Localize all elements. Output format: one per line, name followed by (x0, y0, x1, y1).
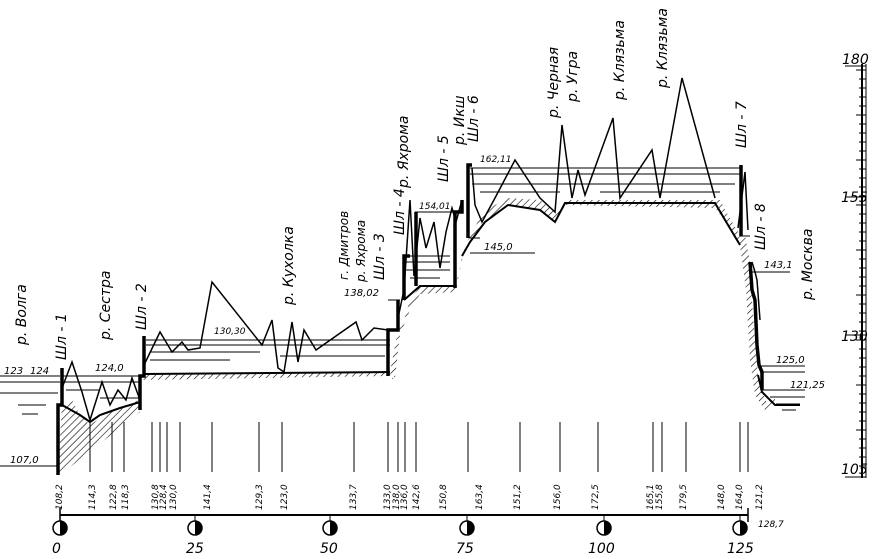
axis-marker (52, 515, 68, 536)
axis-marker (459, 515, 475, 536)
station-kukholka: р. Кухолка (281, 226, 297, 306)
station-lock-3: Шл - 3 (372, 233, 388, 280)
ground-elevation-label: 130,0 (169, 484, 179, 510)
ground-hatch-rise (390, 198, 775, 410)
station-dmitrov: г. Дмитров (337, 211, 351, 280)
ground-elevation-label: 133,7 (349, 484, 359, 510)
station-lock-1: Шл - 1 (54, 313, 70, 360)
ground-elevation-label: 138,0 (392, 484, 402, 510)
ground-elevation-label: 130,8 (151, 484, 161, 510)
ground-elevation-label: 150,8 (439, 484, 449, 510)
ground-elevation-label: 108,2 (55, 484, 65, 510)
ground-elevation-label: 165,1 (646, 484, 656, 510)
ground-elevation-label: 172,5 (591, 484, 601, 510)
level-label-154-01: 154,01 (419, 202, 451, 212)
ground-elevation-label: 118,3 (121, 484, 131, 510)
station-lock-8: Шл - 8 (753, 203, 769, 250)
station-volga: р. Волга (14, 284, 30, 346)
scale-ticks (856, 69, 866, 467)
ground-elevation-label: 151,2 (513, 484, 523, 510)
ground-hatch-left (58, 400, 140, 475)
ground-elevation-label: 179,5 (679, 484, 689, 510)
station-lines (89, 422, 749, 472)
level-label-123: 123 (4, 366, 23, 377)
station-ugra: р. Угра (565, 51, 581, 103)
level-label-125: 125,0 (776, 355, 805, 366)
distance-label-50: 50 (320, 541, 338, 557)
distance-label-0: 0 (52, 541, 61, 557)
ground-elevation-label: 163,4 (475, 484, 485, 510)
station-iksha: р. Икш (452, 95, 468, 146)
level-label-121-25: 121,25 (790, 380, 825, 391)
station-chernaya: р. Черная (546, 47, 562, 119)
scale-label-155: 155 (841, 190, 868, 206)
station-lock-4: Шл - 4 (392, 188, 408, 235)
distance-label-125: 125 (727, 541, 754, 557)
station-names: р. Волга Шл - 1 р. Сестра Шл - 2 р. Кухо… (14, 8, 816, 360)
level-label-145: 145,0 (484, 242, 513, 253)
station-lock-2: Шл - 2 (134, 283, 150, 330)
ground-elevation-label: 142,6 (412, 484, 422, 510)
station-yakhroma-2: р. Яхрома (396, 116, 412, 189)
station-lock-6: Шл - 6 (466, 95, 482, 142)
station-moskva: р. Москва (800, 229, 816, 301)
station-klyazma-1: р. Клязьма (612, 20, 628, 101)
level-label-124-0: 124,0 (95, 363, 124, 374)
ground-elevation-label: 122,8 (109, 484, 119, 510)
ground-elevation-label: 114,3 (88, 484, 98, 510)
ground-elevation-label: 136,0 (400, 484, 410, 510)
level-label-107: 107,0 (10, 455, 39, 466)
station-klyazma-2: р. Клязьма (655, 8, 671, 89)
ground-elevation-label: 128,7 (758, 520, 784, 530)
ground-elevation-label: 164,0 (735, 484, 745, 510)
scale-label-105: 105 (841, 462, 868, 478)
ground-elevation-label: 121,2 (755, 484, 765, 510)
ground-elevation-label: 148,0 (717, 484, 727, 510)
station-lock-7: Шл - 7 (734, 101, 750, 148)
distance-label-25: 25 (186, 541, 204, 557)
ground-elevation-label: 156,0 (553, 484, 563, 510)
ground-elevation-label: 128,4 (159, 484, 169, 510)
ground-elevation-label: 141,4 (203, 484, 213, 510)
level-label-138-02: 138,02 (344, 288, 379, 299)
scale-label-130: 130 (841, 329, 868, 345)
ground-elevation-label: 129,3 (255, 484, 265, 510)
water-level-labels: 123 124 124,0 107,0 130,30 138,02 154,01… (4, 155, 825, 466)
scale-label-180: 180 (842, 52, 869, 68)
distance-label-75: 75 (456, 541, 474, 557)
terrain-surface-line (61, 77, 761, 423)
ground-elevation-label: 133,0 (383, 484, 393, 510)
distance-label-100: 100 (588, 541, 615, 557)
canal-bed-line (61, 202, 800, 424)
ground-elevation-label: 155,8 (655, 484, 665, 510)
level-label-130-30: 130,30 (214, 327, 246, 337)
ground-elevation-label: 123,0 (280, 484, 290, 510)
axis-marker (322, 515, 338, 536)
station-yakhroma-1: р. Яхрома (354, 220, 368, 283)
level-label-124: 124 (30, 366, 49, 377)
axis-marker (732, 515, 748, 536)
level-label-143-1: 143,1 (764, 260, 793, 271)
axis-markers (52, 515, 748, 536)
axis-marker (596, 515, 612, 536)
level-label-162-11: 162,11 (480, 155, 512, 165)
station-sestra: р. Сестра (98, 271, 114, 342)
station-lock-5: Шл - 5 (436, 135, 452, 182)
axis-marker (187, 515, 203, 536)
elevation-scale: 180 155 130 105 (841, 52, 869, 478)
distance-axis: 0 25 50 75 100 125 (52, 508, 754, 557)
